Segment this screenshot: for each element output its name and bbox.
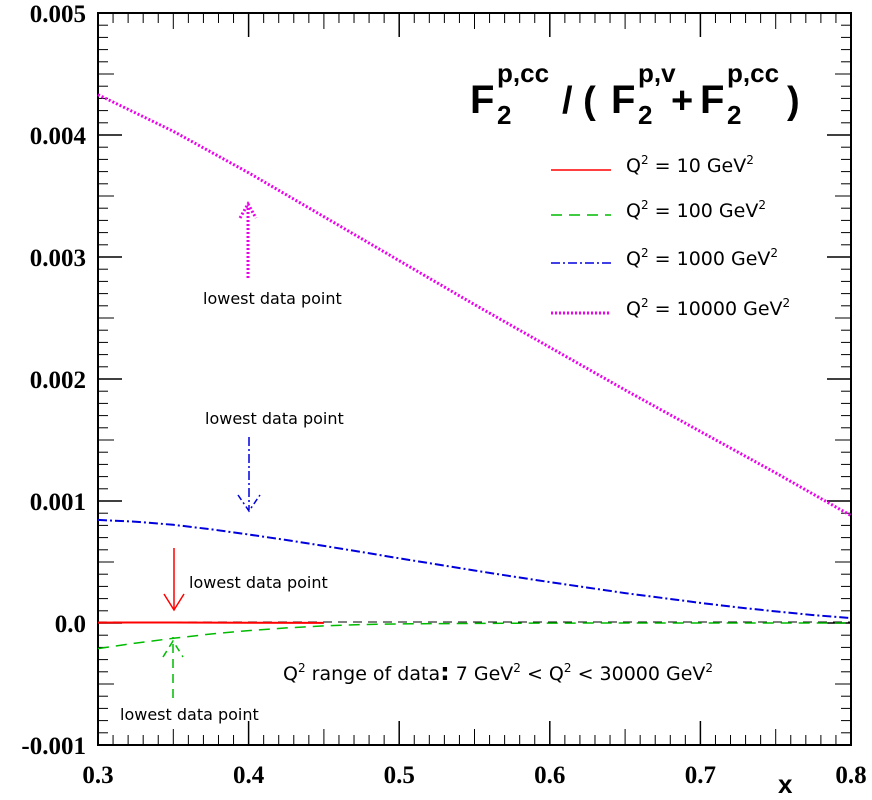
annotation-arrowhead-blue — [237, 494, 261, 513]
annotation-red: lowest data point — [163, 548, 328, 612]
legend-item-10: Q2 = 10 GeV2 — [551, 153, 754, 177]
title-f1-sub: 2 — [497, 100, 511, 130]
y-tick-label: 0.005 — [30, 1, 86, 28]
title-f1-sup: p,cc — [497, 58, 549, 88]
title-plus: + — [671, 80, 693, 122]
x-tick-label: 0.6 — [534, 762, 565, 789]
annotation-arrowhead-magenta — [238, 200, 258, 219]
range-note: Q2 range of data: 7 GeV2 < Q2 < 30000 Ge… — [283, 658, 713, 686]
title-f2-sub: 2 — [638, 100, 652, 130]
x-tick-label: 0.3 — [82, 762, 113, 789]
series-line-1 — [97, 622, 851, 650]
annotation-blue: lowest data point — [205, 409, 344, 513]
y-tick-label: 0.003 — [30, 245, 86, 272]
y-tick-label: 0.001 — [30, 489, 86, 516]
title-f3: F — [700, 78, 724, 122]
x-tick-label: 0.7 — [685, 762, 716, 789]
legend-item-1000: Q2 = 1000 GeV2 — [551, 246, 778, 270]
legend-label-10: Q2 = 10 GeV2 — [626, 153, 754, 177]
x-tick-label: 0.5 — [384, 762, 415, 789]
title-f3-sub: 2 — [727, 100, 741, 130]
x-tick-label: 0.4 — [233, 762, 265, 789]
x-axis-label: x — [778, 769, 793, 799]
legend: Q2 = 10 GeV2 Q2 = 100 GeV2 Q2 = 1000 GeV… — [551, 153, 790, 320]
series-line-2 — [97, 518, 852, 620]
axis-ticks: 0.3 0.4 0.5 0.6 0.7 0.8 -0.001 0.0 0.001 0.002 0.0… — [21, 1, 866, 789]
series-layer — [97, 93, 852, 650]
legend-label-1000: Q2 = 1000 GeV2 — [626, 246, 778, 270]
title-slash: / ( — [562, 80, 596, 122]
y-tick-label: -0.001 — [21, 733, 86, 760]
title-f3-sup: p,cc — [727, 58, 779, 88]
annotation-label-green: lowest data point — [120, 705, 259, 724]
legend-item-100: Q2 = 100 GeV2 — [551, 198, 766, 222]
series-line-3 — [97, 93, 852, 517]
annotation-green: lowest data point — [120, 637, 259, 724]
legend-label-10000: Q2 = 10000 GeV2 — [626, 296, 790, 320]
legend-item-10000: Q2 = 10000 GeV2 — [551, 296, 790, 320]
annotation-arrowhead-green — [162, 639, 184, 658]
y-tick-label: 0.004 — [30, 123, 87, 150]
legend-label-100: Q2 = 100 GeV2 — [626, 198, 766, 222]
annotation-label-red: lowest data point — [189, 573, 328, 592]
annotation-label-blue: lowest data point — [205, 409, 344, 428]
y-tick-label: 0.0 — [55, 611, 86, 638]
title-f2: F — [611, 78, 635, 122]
y-tick-label: 0.002 — [30, 367, 86, 394]
annotation-magenta: lowest data point — [203, 200, 342, 308]
title-f2-sup: p,v — [638, 58, 676, 88]
annotation-label-magenta: lowest data point — [203, 289, 342, 308]
chart-title: F p,cc 2 / ( F p,v 2 + F p,cc 2 ) — [470, 58, 800, 130]
x-tick-label: 0.8 — [835, 762, 866, 789]
annotation-arrowhead-red — [163, 593, 185, 612]
title-f1: F — [470, 78, 494, 122]
title-close: ) — [787, 80, 800, 122]
